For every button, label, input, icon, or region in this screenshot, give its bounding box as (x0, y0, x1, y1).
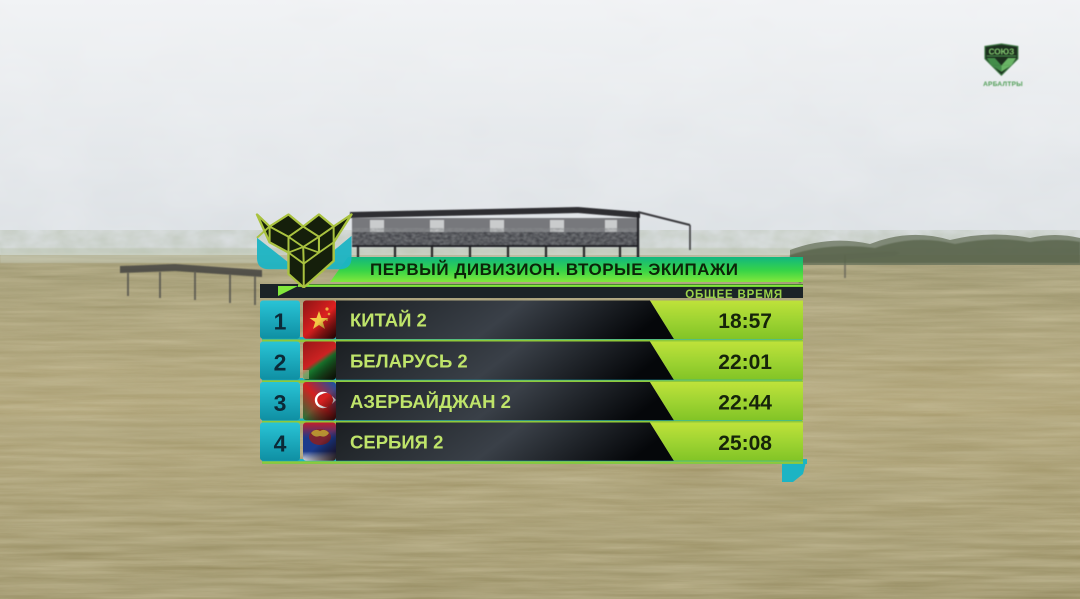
svg-text:АРБАЛТРЫ: АРБАЛТРЫ (983, 81, 1023, 88)
svg-text:СОЮЗ: СОЮЗ (989, 47, 1015, 56)
